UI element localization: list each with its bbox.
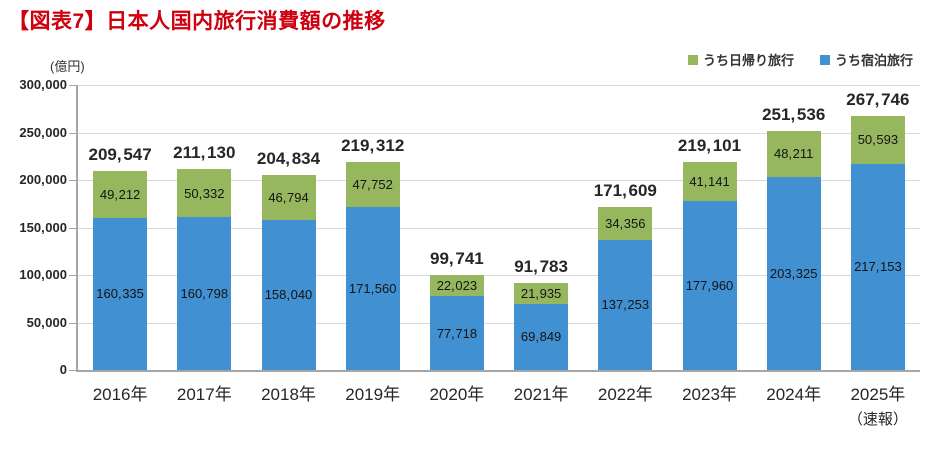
bar-segment-daytrip-2022年: 34, 356 bbox=[598, 206, 653, 240]
x-axis-label-2023年: 2023年 bbox=[682, 385, 737, 404]
y-tick-label: 0 bbox=[59, 362, 67, 377]
y-axis-tick bbox=[69, 370, 76, 371]
daytrip-value-label: 46, 794 bbox=[268, 190, 309, 206]
x-axis-label-2017年: 2017年 bbox=[176, 385, 232, 404]
x-axis-label-2018年: 2018年 bbox=[261, 385, 316, 404]
bar-segment-overnight-2025年: 217, 153 bbox=[850, 163, 905, 370]
x-axis-note-2025年: （速報） bbox=[847, 411, 908, 428]
daytrip-value-label: 47, 752 bbox=[352, 176, 393, 192]
overnight-value-label: 203, 325 bbox=[769, 265, 818, 281]
bar-segment-daytrip-2025年: 50, 593 bbox=[850, 115, 905, 164]
daytrip-value-label: 21, 935 bbox=[520, 285, 562, 301]
bar-segment-overnight-2018年: 158, 040 bbox=[261, 219, 316, 370]
overnight-value-label: 160, 335 bbox=[96, 286, 144, 302]
bar-total-label-2023年: 219, 101 bbox=[677, 135, 742, 155]
x-axis-line bbox=[76, 370, 920, 372]
bar-segment-daytrip-2018年: 46, 794 bbox=[261, 175, 316, 220]
y-axis-tick bbox=[69, 227, 76, 229]
overnight-value-label: 217, 153 bbox=[854, 259, 902, 275]
x-axis-label-2025年: 2025年 bbox=[850, 385, 906, 404]
x-axis-label-2016年: 2016年 bbox=[92, 385, 148, 404]
y-axis-tick bbox=[69, 322, 76, 324]
daytrip-value-label: 48, 211 bbox=[773, 146, 814, 162]
bar-total-label-2020年: 99, 741 bbox=[430, 249, 484, 269]
x-axis-label-2020年: 2020年 bbox=[429, 385, 485, 404]
y-axis-tick bbox=[69, 180, 76, 181]
legend-label-overnight: うち宿泊旅行 bbox=[834, 53, 913, 68]
chart-legend: うち日帰り旅行 うち宿泊旅行 bbox=[687, 50, 913, 69]
gridline bbox=[78, 180, 920, 181]
daytrip-value-label: 41, 141 bbox=[689, 173, 730, 189]
overnight-value-label: 160, 798 bbox=[180, 286, 229, 302]
bar-total-label-2018年: 204, 834 bbox=[256, 149, 321, 169]
bar-segment-overnight-2022年: 137, 253 bbox=[598, 239, 653, 370]
overnight-value-label: 137, 253 bbox=[601, 297, 650, 313]
bar-segment-overnight-2020年: 77, 718 bbox=[429, 296, 484, 370]
y-axis-tick bbox=[69, 85, 76, 86]
x-axis-label-2022年: 2022年 bbox=[597, 385, 653, 404]
y-axis-tick bbox=[69, 275, 76, 276]
bar-total-label-2022年: 171, 609 bbox=[593, 180, 657, 200]
daytrip-value-label: 22, 023 bbox=[436, 278, 478, 294]
y-axis-tick bbox=[69, 132, 76, 134]
bar-total-label-2016年: 209, 547 bbox=[88, 144, 152, 164]
y-tick-label: 250, 000 bbox=[19, 124, 67, 140]
gridline bbox=[78, 275, 920, 276]
bar-segment-daytrip-2020年: 22, 023 bbox=[429, 275, 484, 297]
bar-segment-overnight-2017年: 160, 798 bbox=[177, 217, 232, 370]
gridline bbox=[78, 227, 920, 229]
y-tick-label: 50, 000 bbox=[26, 314, 67, 330]
daytrip-value-label: 34, 356 bbox=[605, 215, 646, 231]
overnight-value-label: 158, 040 bbox=[264, 287, 313, 303]
overnight-swatch-icon bbox=[819, 54, 830, 65]
legend-label-daytrip: うち日帰り旅行 bbox=[702, 53, 794, 68]
bar-segment-daytrip-2019年: 47, 752 bbox=[345, 161, 400, 207]
bar-total-label-2021年: 91, 783 bbox=[514, 256, 568, 276]
y-axis-unit-label: (億円) bbox=[50, 59, 85, 74]
bar-total-label-2025年: 267, 746 bbox=[846, 89, 910, 109]
plot-area: 0 50, 000 100, 000 150, 000 200, 000 250, 000… bbox=[19, 77, 920, 428]
bar-total-label-2017年: 211, 130 bbox=[173, 143, 236, 163]
daytrip-value-label: 49, 212 bbox=[99, 186, 141, 202]
overnight-value-label: 171, 560 bbox=[348, 281, 397, 296]
overnight-value-label: 177, 960 bbox=[685, 277, 734, 293]
bar-segment-daytrip-2024年: 48, 211 bbox=[766, 131, 821, 177]
bar-segment-daytrip-2023年: 41, 141 bbox=[682, 161, 737, 201]
daytrip-value-label: 50, 332 bbox=[184, 185, 225, 201]
daytrip-value-label: 50, 593 bbox=[857, 132, 899, 148]
gridline bbox=[78, 322, 920, 324]
bar-segment-overnight-2024年: 203, 325 bbox=[766, 176, 821, 370]
bar-total-label-2024年: 251, 536 bbox=[762, 105, 826, 125]
bar-segment-daytrip-2021年: 21, 935 bbox=[514, 282, 569, 304]
x-axis-label-2019年: 2019年 bbox=[345, 385, 401, 404]
legend-item-daytrip: うち日帰り旅行 bbox=[687, 50, 794, 69]
y-tick-label: 200, 000 bbox=[19, 172, 67, 187]
y-tick-label: 150, 000 bbox=[19, 219, 67, 235]
bar-segment-daytrip-2017年: 50, 332 bbox=[177, 169, 232, 218]
daytrip-swatch-icon bbox=[687, 54, 698, 65]
gridline bbox=[78, 85, 920, 86]
figure-title: 【図表7】日本人国内旅行消費額の推移 bbox=[8, 10, 386, 33]
y-axis-line bbox=[76, 85, 78, 372]
legend-item-overnight: うち宿泊旅行 bbox=[819, 50, 913, 69]
bar-segment-overnight-2023年: 177, 960 bbox=[682, 200, 737, 370]
bar-total-label-2019年: 219, 312 bbox=[341, 135, 405, 155]
overnight-value-label: 77, 718 bbox=[436, 325, 478, 341]
bar-segment-daytrip-2016年: 49, 212 bbox=[93, 170, 148, 218]
bar-segment-overnight-2019年: 171, 560 bbox=[345, 207, 400, 370]
y-tick-label: 100, 000 bbox=[19, 267, 67, 282]
x-axis-label-2021年: 2021年 bbox=[513, 385, 569, 404]
gridline bbox=[78, 132, 920, 134]
y-tick-label: 300, 000 bbox=[19, 77, 67, 92]
bar-segment-overnight-2021年: 69, 849 bbox=[514, 303, 569, 370]
x-axis-label-2024年: 2024年 bbox=[766, 385, 822, 404]
overnight-value-label: 69, 849 bbox=[520, 329, 562, 345]
bar-segment-overnight-2016年: 160, 335 bbox=[93, 217, 148, 370]
